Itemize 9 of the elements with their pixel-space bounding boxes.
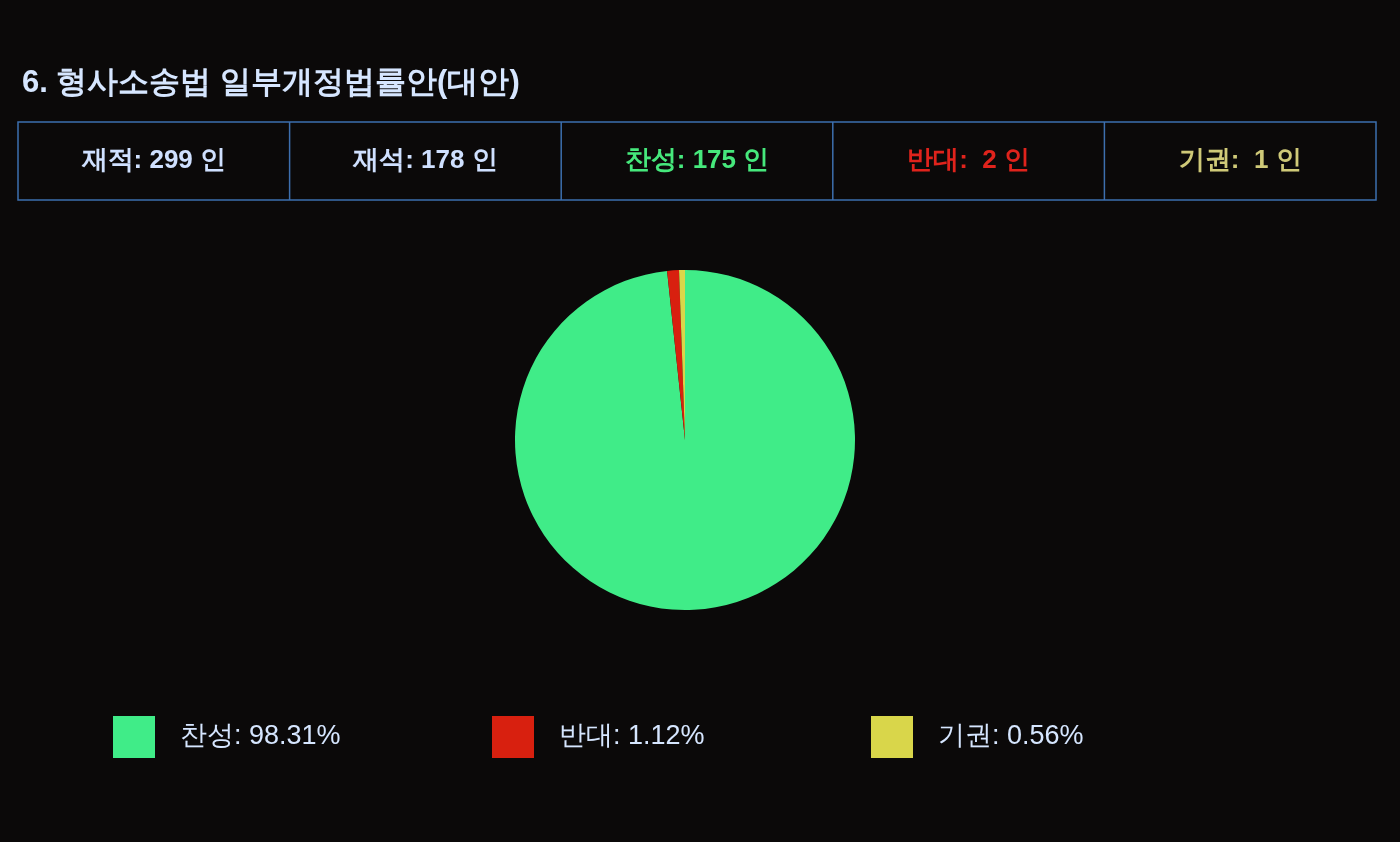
annotation: 재적: 299 인: [81, 143, 227, 174]
annotation: 기권: 1 인: [1178, 143, 1302, 174]
annotation: 반대: 2 인: [907, 143, 1030, 174]
legend-label: 기권: 0.56%: [938, 720, 1084, 751]
annotation: 찬성: 175 인: [624, 143, 770, 174]
title: 6. 형사소송법 일부개정법률안(대안): [22, 64, 520, 100]
annotation: 재석: 178 인: [353, 143, 498, 174]
legend-label: 반대: 1.12%: [559, 720, 705, 751]
legend-label: 찬성: 98.31%: [180, 720, 341, 751]
